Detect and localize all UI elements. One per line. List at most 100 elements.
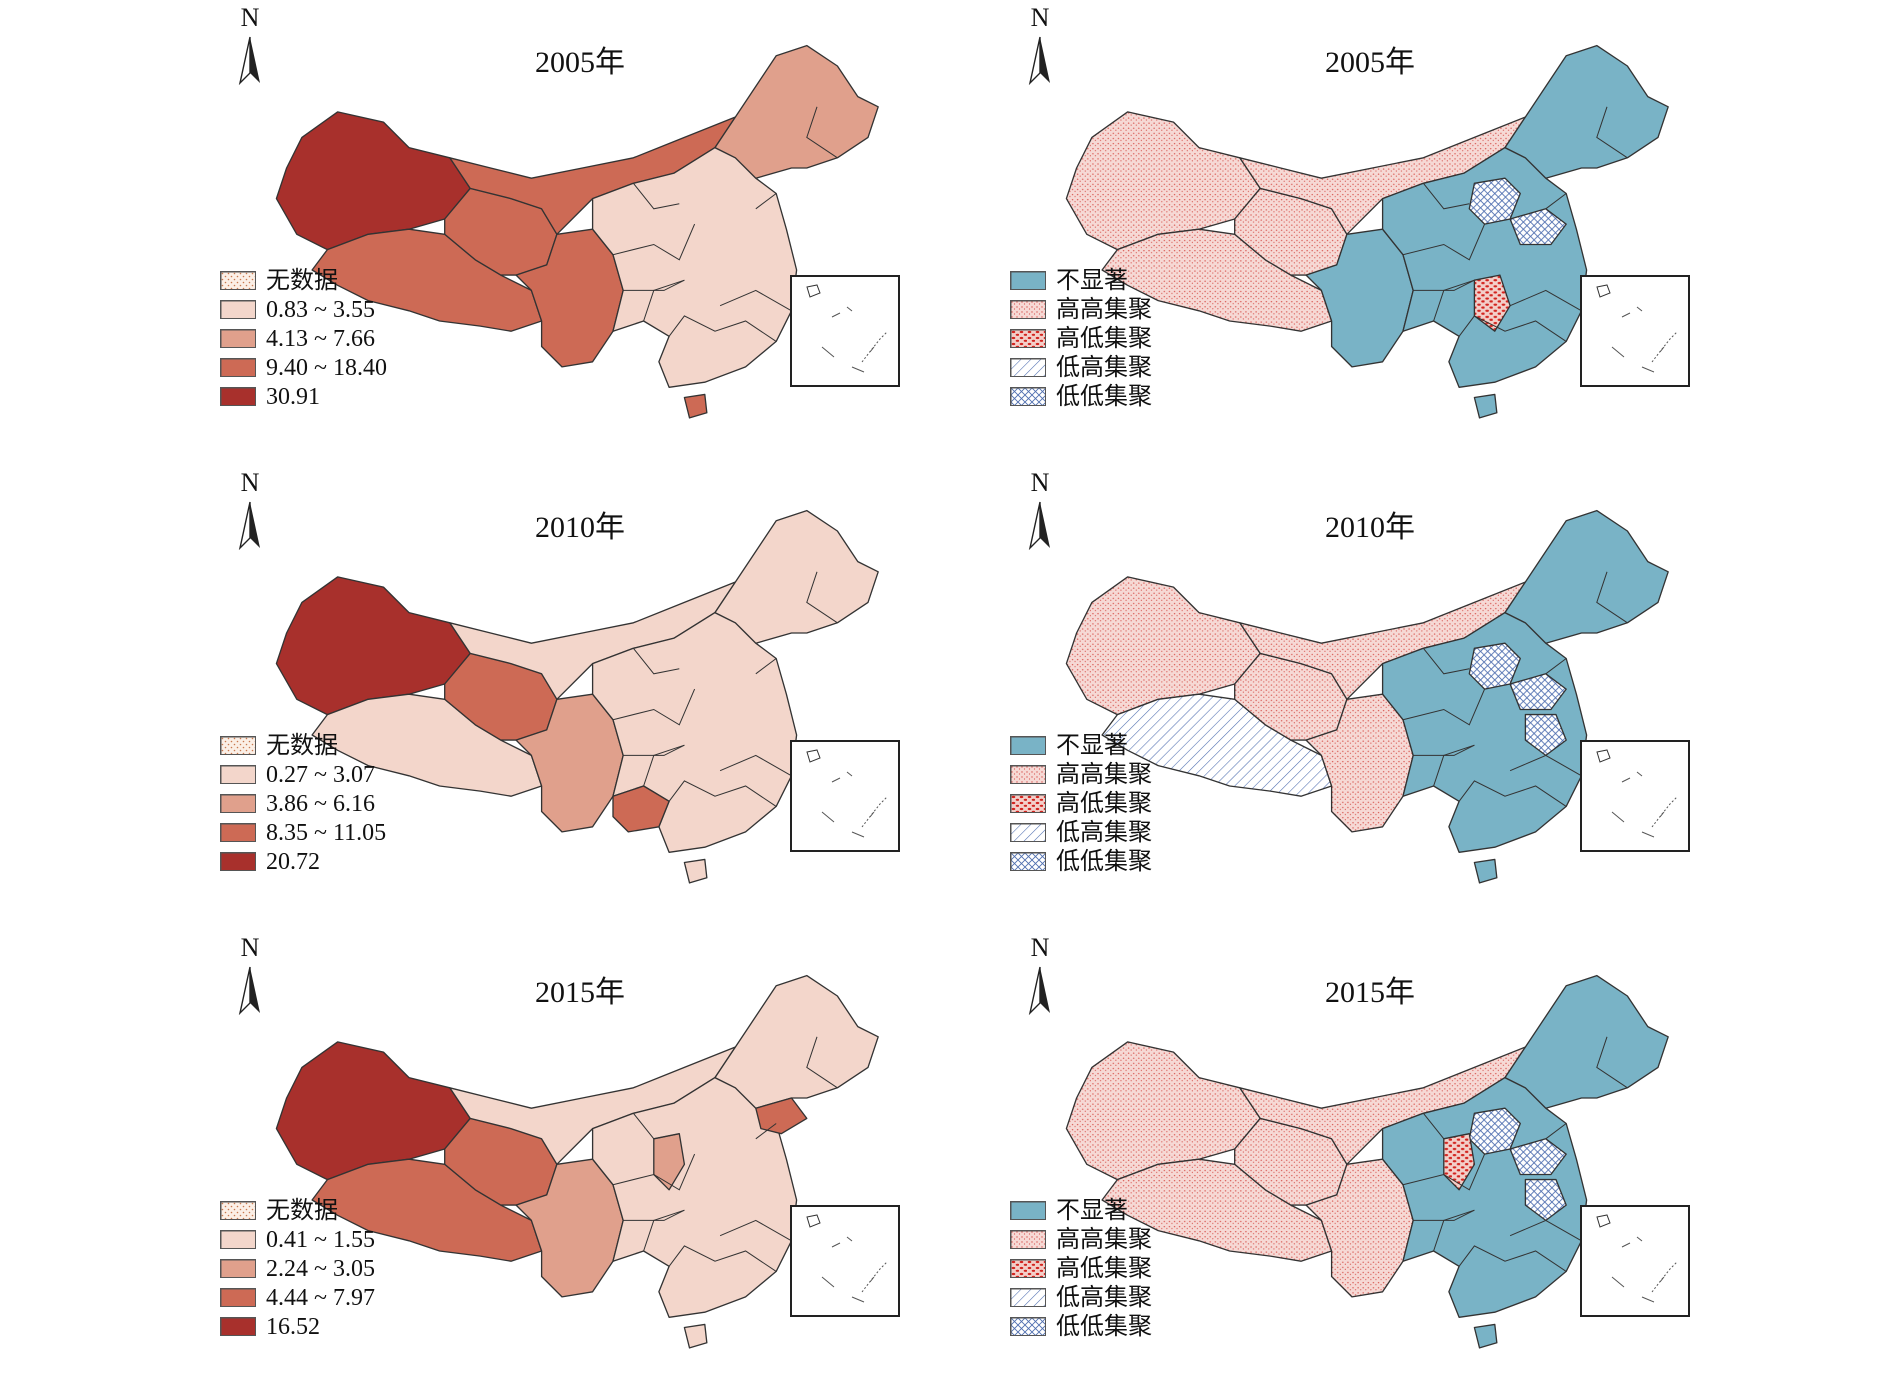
province-boundary xyxy=(1509,754,1582,777)
legend-swatch xyxy=(220,1317,256,1336)
region-jiangsu xyxy=(1524,1178,1567,1222)
legend-label: 高低集聚 xyxy=(1056,1256,1152,1282)
legend-swatch xyxy=(1010,1201,1046,1220)
province-boundary xyxy=(1596,571,1628,624)
province-boundary xyxy=(623,1209,685,1221)
map-panel-value-2015: N 2015年 无数据 0.41 ~ 1.55 2.24 ~ 3.05 4.44 ~ 7.… xyxy=(205,935,965,1395)
region-hainan xyxy=(683,858,708,884)
region-shandong xyxy=(1509,208,1567,246)
province-boundary xyxy=(1545,1123,1567,1140)
province-boundary xyxy=(1423,1112,1470,1140)
north-arrow: N xyxy=(1020,5,1060,85)
legend-swatch xyxy=(220,1201,256,1220)
province-boundary xyxy=(643,1209,685,1252)
legend-label: 高低集聚 xyxy=(1056,326,1152,352)
region-tibet xyxy=(311,228,543,332)
legend-label: 低低集聚 xyxy=(1056,849,1152,875)
panel-title: 2010年 xyxy=(1325,511,1415,544)
legend-label: 0.27 ~ 3.07 xyxy=(266,762,375,788)
north-label: N xyxy=(1030,933,1050,962)
map-panel-lisa-2010: N 2010年 不显著 高高集聚 高低集聚 低高集聚 低低集聚 xyxy=(995,470,1755,930)
region-northeast xyxy=(714,974,879,1109)
legend-label: 30.91 xyxy=(266,384,320,410)
province-boundary xyxy=(1413,1209,1475,1221)
map-panel-value-2010: N 2010年 无数据 0.27 ~ 3.07 3.86 ~ 6.16 8.35 ~ 11… xyxy=(205,470,965,930)
legend-swatch xyxy=(1010,358,1046,377)
province-boundary xyxy=(668,1245,777,1272)
map-panel-value-2005: N 2005年 无数据 0.83 ~ 3.55 4.13 ~ 7.66 9.40 ~ 18… xyxy=(205,5,965,465)
inset-islands xyxy=(1596,1214,1678,1303)
legend-swatch xyxy=(1010,271,1046,290)
region-hainan xyxy=(1473,393,1498,419)
north-arrow-icon xyxy=(238,501,260,550)
province-boundary xyxy=(755,1123,777,1140)
north-arrow-icon xyxy=(1028,501,1050,550)
south-china-sea-inset xyxy=(790,275,900,387)
region-liaoning xyxy=(755,1097,808,1135)
north-arrow: N xyxy=(230,470,270,550)
legend-label: 8.35 ~ 11.05 xyxy=(266,820,387,846)
north-label: N xyxy=(240,3,260,32)
legend-swatch xyxy=(1010,736,1046,755)
legend-label: 高高集聚 xyxy=(1056,297,1152,323)
legend-label: 高高集聚 xyxy=(1056,1227,1152,1253)
province-boundary xyxy=(633,182,680,210)
legend-label: 16.52 xyxy=(266,1314,320,1340)
map-panel-lisa-2005: N 2005年 不显著 高高集聚 高低集聚 低高集聚 低低集聚 xyxy=(995,5,1755,465)
province-boundary xyxy=(1402,223,1486,261)
china-map xyxy=(275,44,879,419)
region-hainan xyxy=(683,393,708,419)
province-boundary xyxy=(1402,688,1486,726)
legend-swatch xyxy=(220,271,256,290)
legend-label: 4.13 ~ 7.66 xyxy=(266,326,375,352)
legend-swatch xyxy=(220,300,256,319)
province-boundary xyxy=(1458,780,1567,807)
legend-label: 无数据 xyxy=(266,733,338,759)
region-northeast xyxy=(714,44,879,179)
south-china-sea-inset xyxy=(1580,1205,1690,1317)
province-boundary xyxy=(612,1153,696,1191)
province-boundary xyxy=(1509,1219,1582,1242)
south-china-sea-inset xyxy=(790,1205,900,1317)
region-jiangsu xyxy=(1524,713,1567,757)
province-boundary xyxy=(1433,744,1475,787)
north-arrow: N xyxy=(1020,470,1060,550)
region-northeast xyxy=(1504,44,1669,179)
region-xinjiang xyxy=(275,1041,471,1181)
legend-swatch xyxy=(1010,300,1046,319)
province-boundary xyxy=(755,193,777,210)
legend-swatch xyxy=(220,358,256,377)
south-china-sea-inset xyxy=(790,740,900,852)
region-shandong xyxy=(1509,1138,1567,1176)
north-label: N xyxy=(240,468,260,497)
region-northeast xyxy=(714,509,879,644)
province-boundary xyxy=(806,106,838,159)
legend-swatch xyxy=(220,852,256,871)
legend-swatch xyxy=(1010,1259,1046,1278)
province-boundary xyxy=(633,647,680,675)
legend-label: 低低集聚 xyxy=(1056,1314,1152,1340)
china-map xyxy=(1065,974,1669,1349)
legend-swatch xyxy=(220,794,256,813)
panel-title: 2005年 xyxy=(535,46,625,79)
region-xinjiang xyxy=(275,576,471,716)
region-tibet xyxy=(1101,228,1333,332)
province-boundary xyxy=(1545,658,1567,675)
province-boundary xyxy=(643,279,685,322)
legend-label: 0.83 ~ 3.55 xyxy=(266,297,375,323)
legend-label: 20.72 xyxy=(266,849,320,875)
north-arrow-icon xyxy=(238,966,260,1015)
legend-swatch xyxy=(1010,387,1046,406)
legend-swatch xyxy=(1010,329,1046,348)
province-boundary xyxy=(668,315,777,342)
legend-label: 不显著 xyxy=(1056,733,1128,759)
legend-swatch xyxy=(220,765,256,784)
legend-swatch xyxy=(1010,1230,1046,1249)
north-label: N xyxy=(240,933,260,962)
region-hainan xyxy=(683,1323,708,1349)
province-boundary xyxy=(1545,193,1567,210)
province-boundary xyxy=(1433,279,1475,322)
inset-islands xyxy=(1596,749,1678,838)
province-boundary xyxy=(755,658,777,675)
legend-label: 低低集聚 xyxy=(1056,384,1152,410)
